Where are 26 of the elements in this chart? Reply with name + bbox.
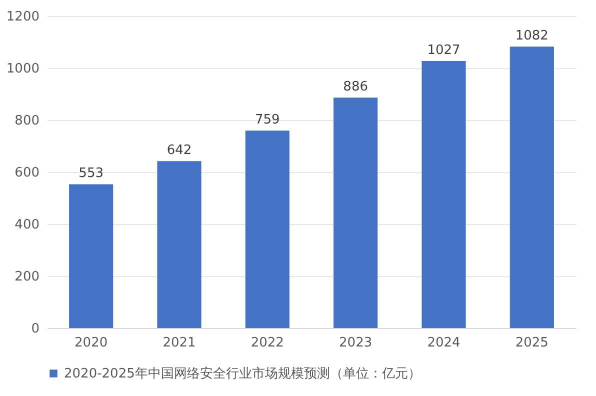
y-tick-label: 600 [14, 166, 40, 180]
x-tick-label: 2022 [250, 336, 284, 350]
data-label: 886 [343, 80, 368, 95]
data-label: 642 [166, 143, 192, 158]
y-tick-label: 0 [31, 322, 40, 336]
x-tick-label: 2024 [427, 336, 460, 350]
bar [334, 98, 378, 328]
x-tick-label: 2021 [162, 336, 196, 350]
y-tick-label: 1200 [6, 10, 40, 24]
bar [422, 60, 466, 328]
x-tick-label: 2025 [515, 336, 548, 350]
bar [245, 130, 290, 328]
y-tick-label: 200 [14, 270, 40, 284]
data-label: 1082 [515, 28, 548, 44]
data-label: 1027 [427, 42, 460, 58]
bar [69, 184, 114, 328]
legend-label: 2020-2025年中国网络安全行业市场规模预测（单位：亿元） [64, 366, 421, 382]
y-tick-label: 400 [14, 218, 40, 232]
data-label: 759 [255, 112, 280, 128]
y-tick-label: 800 [14, 114, 40, 128]
x-tick-label: 2023 [339, 336, 372, 350]
bar [510, 46, 554, 328]
data-label: 553 [78, 166, 104, 182]
y-tick-label: 1000 [6, 62, 40, 76]
bar [157, 161, 202, 328]
x-tick-label: 2020 [74, 336, 108, 350]
